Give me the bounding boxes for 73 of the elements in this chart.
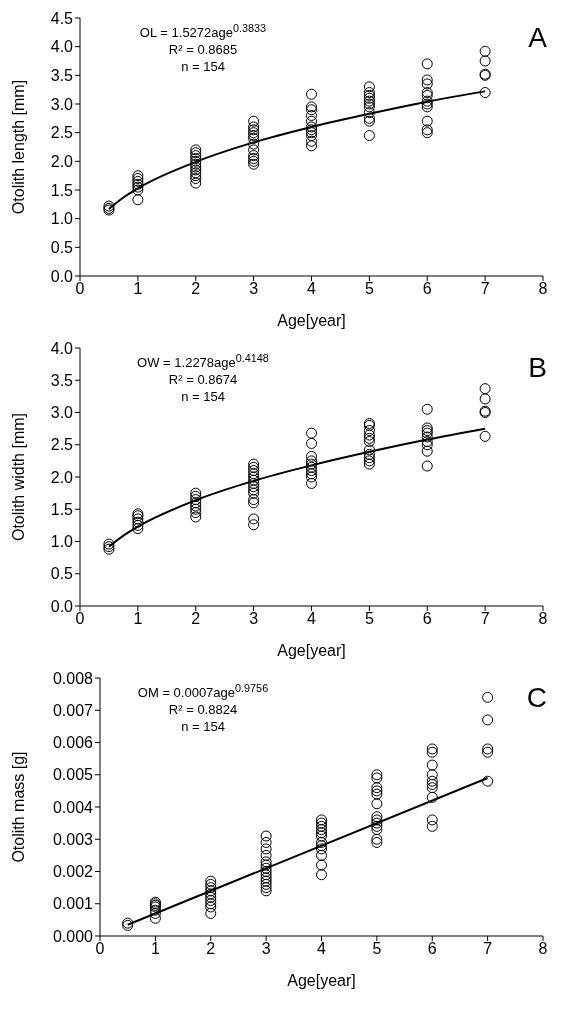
x-tick-label: 6	[422, 610, 432, 628]
x-tick-label: 7	[480, 280, 490, 298]
y-tick-label: 0.002	[52, 863, 94, 881]
annotation: n = 154	[180, 388, 226, 406]
y-tick-label: 4.5	[50, 9, 74, 27]
y-tick-label: 0.000	[52, 927, 94, 945]
annotation: n = 154	[180, 718, 226, 736]
x-axis-title: Age[year]	[277, 642, 346, 659]
annotation: C	[526, 682, 547, 714]
y-tick-label: 0.0	[50, 597, 74, 615]
y-tick-label: 0.004	[52, 798, 94, 816]
x-tick-label: 6	[422, 280, 432, 298]
y-tick-label: 0.003	[52, 830, 94, 848]
x-tick-label: 0	[95, 940, 105, 958]
y-tick-label: 1.5	[50, 181, 74, 199]
annotation: OL = 1.5272age$^{0.3833}$	[138, 21, 268, 42]
annotation: R² = 0.8674	[167, 371, 239, 389]
x-tick-label: 0	[75, 280, 85, 298]
y-tick-label: 3.0	[50, 95, 74, 113]
y-tick-label: 2.5	[50, 124, 74, 142]
y-tick-label: 3.5	[50, 371, 74, 389]
x-tick-label: 8	[538, 940, 548, 958]
x-tick-label: 1	[150, 940, 160, 958]
y-tick-label: 0.006	[52, 734, 94, 752]
y-tick-label: 0.001	[52, 895, 94, 913]
x-tick-label: 3	[249, 610, 259, 628]
y-tick-label: 3.0	[50, 404, 74, 422]
x-tick-label: 5	[372, 940, 382, 958]
y-tick-label: 2.5	[50, 436, 74, 454]
annotation: R² = 0.8685	[167, 41, 239, 59]
y-tick-label: 3.5	[50, 67, 74, 85]
x-tick-label: 4	[307, 610, 317, 628]
y-tick-label: 1.0	[50, 533, 74, 551]
y-tick-label: 0.008	[52, 669, 94, 687]
y-tick-label: 1.5	[50, 500, 74, 518]
x-tick-label: 5	[364, 610, 374, 628]
y-axis-title: Otolith width [mm]	[9, 412, 27, 542]
y-tick-label: 0.5	[50, 565, 74, 583]
x-tick-label: 7	[483, 940, 493, 958]
x-tick-label: 6	[427, 940, 437, 958]
x-tick-label: 0	[75, 610, 85, 628]
annotation: n = 154	[180, 58, 226, 76]
y-tick-label: 2.0	[50, 153, 74, 171]
y-tick-label: 2.0	[50, 468, 74, 486]
x-tick-label: 7	[480, 610, 490, 628]
x-tick-label: 8	[538, 280, 548, 298]
y-tick-label: 0.005	[52, 766, 94, 784]
y-tick-label: 0.5	[50, 239, 74, 257]
x-axis-title: Age[year]	[277, 312, 346, 329]
y-tick-label: 1.0	[50, 210, 74, 228]
annotation: B	[528, 352, 547, 384]
x-tick-label: 8	[538, 610, 548, 628]
x-tick-label: 4	[317, 940, 327, 958]
x-axis-title: Age[year]	[287, 972, 356, 989]
x-tick-label: 2	[191, 610, 201, 628]
x-tick-label: 1	[133, 610, 143, 628]
x-tick-label: 3	[261, 940, 271, 958]
annotation: R² = 0.8824	[167, 701, 239, 719]
x-tick-label: 2	[191, 280, 201, 298]
y-tick-label: 0.007	[52, 701, 94, 719]
y-tick-label: 4.0	[50, 38, 74, 56]
x-tick-label: 3	[249, 280, 259, 298]
y-tick-label: 4.0	[50, 339, 74, 357]
x-tick-label: 2	[206, 940, 216, 958]
annotation: OW = 1.2278age$^{0.4148}$	[136, 351, 270, 372]
y-tick-label: 0.0	[50, 267, 74, 285]
x-tick-label: 5	[364, 280, 374, 298]
annotation: A	[528, 22, 547, 54]
y-axis-title: Otolith length [mm]	[9, 79, 27, 215]
annotation: OM = 0.0007age$^{0.9756}$	[136, 681, 270, 702]
x-tick-label: 4	[307, 280, 317, 298]
y-axis-title: Otolith mass [g]	[9, 751, 27, 863]
x-tick-label: 1	[133, 280, 143, 298]
